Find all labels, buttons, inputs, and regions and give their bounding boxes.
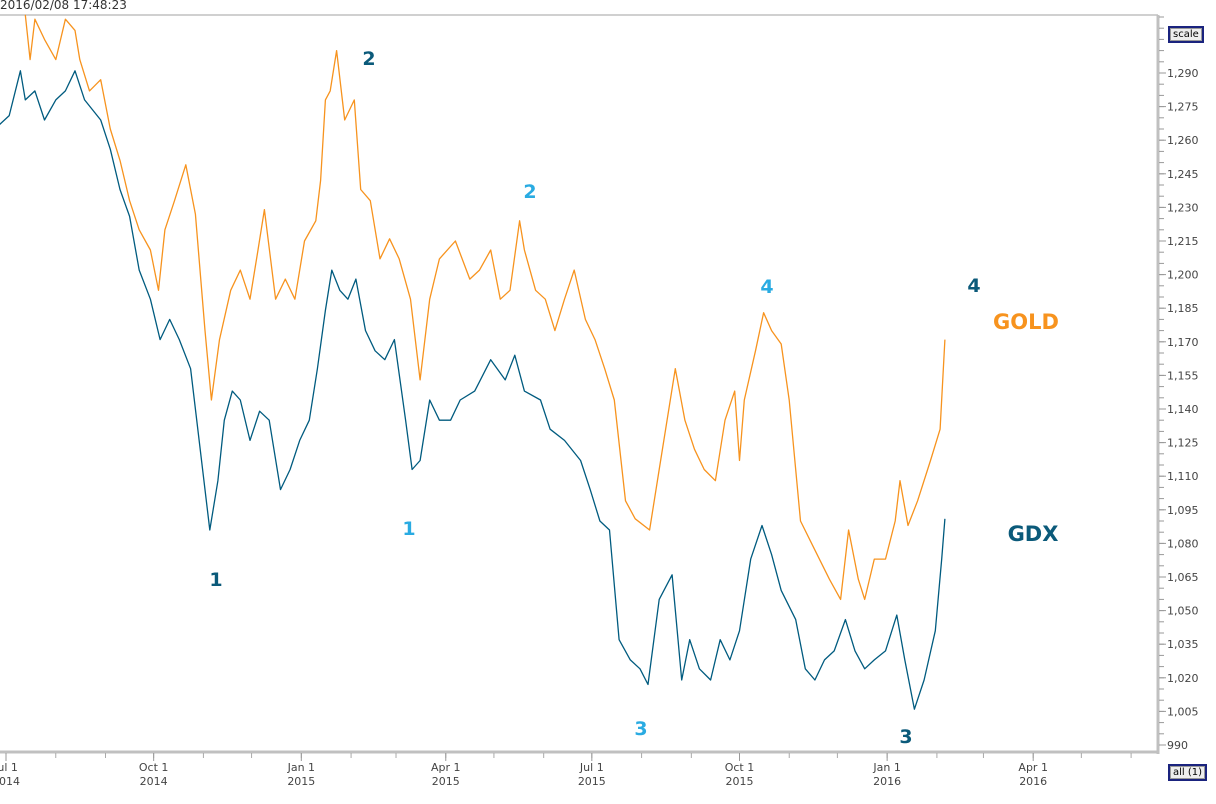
x-tick-label: Jul 1 xyxy=(579,761,604,774)
y-tick-label: 1,110 xyxy=(1167,470,1199,483)
x-tick-label: Jan 1 xyxy=(872,761,900,774)
x-tick-year-label: 2016 xyxy=(1019,775,1047,788)
series-line-gold xyxy=(24,14,946,601)
gold-series-label: GOLD xyxy=(993,310,1059,334)
x-tick-year-label: 2014 xyxy=(140,775,168,788)
x-tick-year-label: 2015 xyxy=(287,775,315,788)
x-tick-label: Apr 1 xyxy=(431,761,461,774)
gdx-series-label: GDX xyxy=(1007,522,1059,546)
gdx-wave-1-label: 1 xyxy=(209,569,223,591)
y-tick-label: 1,005 xyxy=(1167,705,1199,718)
y-tick-label: 1,065 xyxy=(1167,571,1199,584)
gdx-wave-2-label: 2 xyxy=(362,48,376,70)
y-tick-label: 1,080 xyxy=(1167,537,1199,550)
x-tick-year-label: 2015 xyxy=(725,775,753,788)
gold-wave-3-label: 3 xyxy=(634,718,648,740)
series-lines xyxy=(0,14,946,710)
x-tick-label: Oct 1 xyxy=(725,761,755,774)
x-tick-label: Apr 1 xyxy=(1018,761,1048,774)
y-tick-label: 1,020 xyxy=(1167,672,1199,685)
y-tick-label: 1,290 xyxy=(1167,67,1199,80)
gdx-wave-4-label: 4 xyxy=(967,275,981,297)
gold-wave-2-label: 2 xyxy=(523,181,537,203)
x-tick-label: Jan 1 xyxy=(287,761,315,774)
y-tick-label: 1,170 xyxy=(1167,336,1199,349)
y-tick-label: 1,245 xyxy=(1167,168,1199,181)
gold-wave-1-label: 1 xyxy=(402,518,416,540)
x-tick-year-label: 2014 xyxy=(0,775,20,788)
all-range-button[interactable]: all (1) xyxy=(1168,764,1208,781)
y-tick-label: 1,185 xyxy=(1167,302,1199,315)
x-tick-label: Jul 1 xyxy=(0,761,18,774)
timestamp: 2016/02/08 17:48:23 xyxy=(0,0,127,12)
y-tick-label: 1,050 xyxy=(1167,605,1199,618)
y-tick-label: 1,260 xyxy=(1167,134,1199,147)
y-tick-label: 1,095 xyxy=(1167,504,1199,517)
axes: 990 1,005 1,020 1,035 1,050 1,065 1,080 1,095 1,… xyxy=(0,14,1199,788)
y-tick-label: 1,230 xyxy=(1167,201,1199,214)
x-tick-year-label: 2015 xyxy=(432,775,460,788)
series-line-gdx xyxy=(0,70,946,710)
y-tick-label: 990 xyxy=(1167,739,1188,752)
x-tick-year-label: 2015 xyxy=(578,775,606,788)
y-tick-label: 1,155 xyxy=(1167,369,1199,382)
x-tick-year-label: 2016 xyxy=(873,775,901,788)
y-tick-label: 1,125 xyxy=(1167,437,1199,450)
x-tick-label: Oct 1 xyxy=(139,761,169,774)
scale-button[interactable]: scale xyxy=(1168,26,1204,43)
y-tick-label: 1,035 xyxy=(1167,638,1199,651)
y-tick-label: 1,275 xyxy=(1167,101,1199,114)
gold-wave-4-label: 4 xyxy=(760,276,774,298)
y-tick-label: 1,200 xyxy=(1167,269,1199,282)
gdx-wave-3-label: 3 xyxy=(899,726,913,748)
y-tick-label: 1,140 xyxy=(1167,403,1199,416)
y-tick-label: 1,215 xyxy=(1167,235,1199,248)
